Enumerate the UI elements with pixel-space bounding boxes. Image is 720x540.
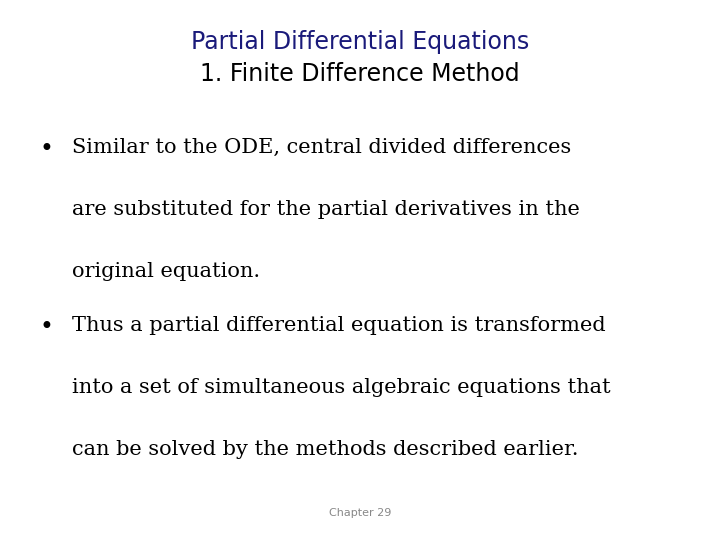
Text: are substituted for the partial derivatives in the: are substituted for the partial derivati… bbox=[72, 200, 580, 219]
Text: Thus a partial differential equation is transformed: Thus a partial differential equation is … bbox=[72, 316, 606, 335]
Text: can be solved by the methods described earlier.: can be solved by the methods described e… bbox=[72, 440, 578, 459]
Text: •: • bbox=[40, 316, 53, 339]
Text: Partial Differential Equations: Partial Differential Equations bbox=[191, 30, 529, 53]
Text: original equation.: original equation. bbox=[72, 262, 260, 281]
Text: Chapter 29: Chapter 29 bbox=[329, 508, 391, 518]
Text: Similar to the ODE, central divided differences: Similar to the ODE, central divided diff… bbox=[72, 138, 571, 157]
Text: 1. Finite Difference Method: 1. Finite Difference Method bbox=[200, 62, 520, 86]
Text: •: • bbox=[40, 138, 53, 161]
Text: into a set of simultaneous algebraic equations that: into a set of simultaneous algebraic equ… bbox=[72, 378, 611, 397]
